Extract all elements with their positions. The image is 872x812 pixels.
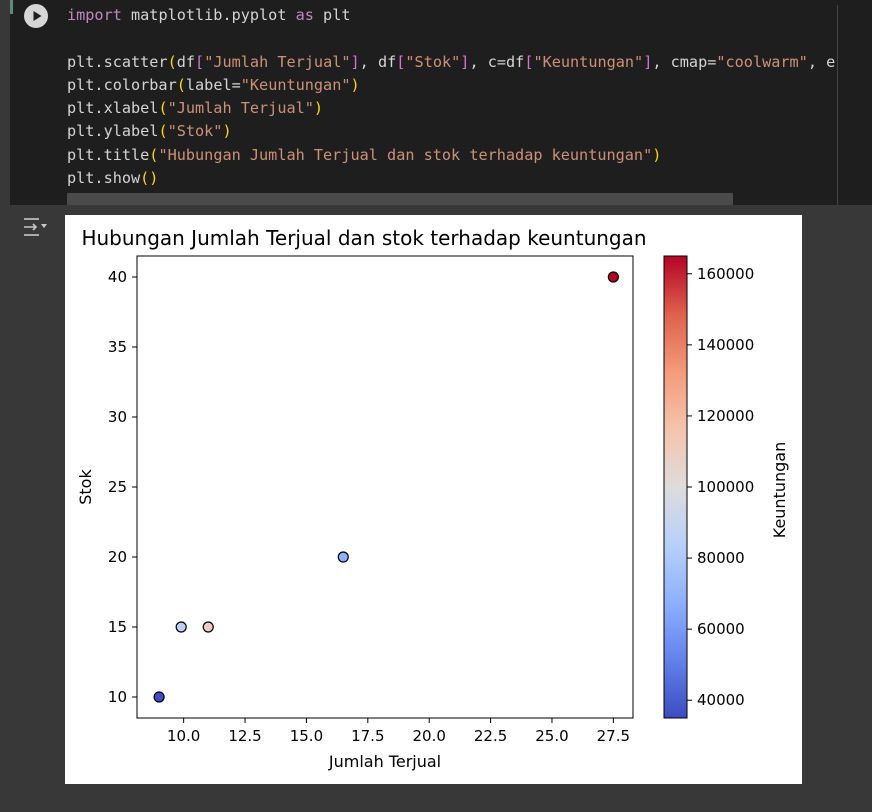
- colorbar-label: Keuntungan: [770, 442, 789, 538]
- code-token: (: [176, 75, 186, 94]
- colorbar-tick-label: 160000: [697, 265, 754, 283]
- x-tick-label: 27.5: [597, 727, 630, 745]
- code-token: , df: [359, 52, 397, 71]
- code-token: "Keuntungan": [533, 52, 644, 71]
- code-token: "Keuntungan": [240, 75, 351, 94]
- code-token: , c=df: [469, 52, 525, 71]
- code-token: matplotlib.pyplot: [121, 6, 296, 24]
- y-tick-label: 30: [108, 408, 127, 426]
- code-token: ): [313, 99, 324, 118]
- code-cell[interactable]: import matplotlib.pyplot as plt plt.scatt…: [10, 0, 872, 205]
- code-token: , e: [807, 52, 836, 71]
- x-tick-label: 25.0: [535, 727, 568, 745]
- colorbar: [663, 255, 688, 719]
- code-token: "Stok": [405, 52, 461, 71]
- code-token: (: [158, 122, 168, 141]
- code-token: ]: [350, 52, 360, 71]
- code-token: "coolwarm": [716, 52, 808, 71]
- code-horizontal-scrollbar[interactable]: [67, 193, 733, 205]
- run-cell-button[interactable]: [24, 4, 48, 28]
- code-line: plt.colorbar(label="Keuntungan"): [67, 74, 867, 97]
- x-axis: 10.0 12.5 15.0 17.5 20.0 22.5 25.0 27.5: [167, 718, 630, 745]
- output-toggle-icon[interactable]: [22, 214, 48, 240]
- scatter-point: [153, 691, 165, 703]
- code-token: ): [652, 145, 662, 164]
- chart-title: Hubungan Jumlah Terjual dan stok terhada…: [81, 226, 646, 250]
- x-axis-label: Jumlah Terjual: [328, 752, 441, 771]
- code-line: plt.ylabel("Stok"): [67, 120, 867, 143]
- code-line: import matplotlib.pyplot as plt: [67, 4, 867, 27]
- code-token: label=: [185, 75, 241, 94]
- code-token: df: [176, 52, 196, 71]
- code-token: import: [67, 6, 122, 24]
- code-token: ]: [460, 52, 470, 71]
- y-axis-label: Stok: [76, 469, 95, 505]
- code-token: plt.title: [67, 145, 150, 164]
- code-token: (: [158, 99, 168, 118]
- code-line: plt.scatter(df["Jumlah Terjual"], df["St…: [67, 51, 867, 74]
- scatter-points: [153, 271, 619, 703]
- y-tick-label: 40: [108, 268, 127, 286]
- scatter-point: [607, 271, 619, 283]
- code-token: , cmap=: [652, 52, 717, 71]
- cell-gutter-marker: [10, 0, 13, 14]
- colorbar-axis: 40000 60000 80000 100000 120000 140000 160000: [687, 265, 754, 709]
- code-token: plt: [313, 6, 351, 24]
- plot-area: [136, 255, 634, 719]
- code-line: plt.show(): [67, 167, 867, 190]
- code-token: ): [222, 122, 232, 141]
- code-line: plt.title("Hubungan Jumlah Terjual dan s…: [67, 144, 867, 167]
- y-tick-label: 25: [108, 478, 127, 496]
- code-token: plt.xlabel: [67, 99, 159, 118]
- colorbar-tick-label: 140000: [697, 336, 754, 354]
- y-tick-label: 35: [108, 338, 127, 356]
- scatter-point: [175, 621, 187, 633]
- code-token: plt.scatter: [67, 52, 168, 71]
- cell-divider: [837, 5, 838, 205]
- code-token: as: [295, 6, 314, 24]
- colorbar-tick-label: 100000: [697, 478, 754, 496]
- play-icon: [24, 4, 48, 28]
- y-tick-label: 20: [108, 548, 127, 566]
- x-tick-label: 22.5: [474, 727, 507, 745]
- code-token: "Hubungan Jumlah Terjual dan stok terhad…: [158, 145, 653, 164]
- code-token: ]: [643, 52, 653, 71]
- matplotlib-figure: Hubungan Jumlah Terjual dan stok terhada…: [65, 215, 802, 784]
- code-editor[interactable]: import matplotlib.pyplot as plt plt.scatt…: [67, 4, 867, 190]
- code-token: "Stok": [167, 122, 223, 141]
- code-token: [: [195, 52, 205, 71]
- colorbar-tick-label: 60000: [697, 620, 745, 638]
- code-token: plt.show: [67, 169, 141, 188]
- x-tick-label: 20.0: [412, 727, 445, 745]
- colorbar-tick-label: 80000: [697, 549, 745, 567]
- code-token: [: [396, 52, 406, 71]
- code-line: [67, 27, 867, 50]
- x-tick-label: 15.0: [290, 727, 323, 745]
- code-token: [: [524, 52, 534, 71]
- y-axis: 10 15 20 25 30 35 40: [108, 268, 137, 706]
- scatter-point: [337, 551, 349, 563]
- x-tick-label: 10.0: [167, 727, 200, 745]
- code-token: plt.colorbar: [67, 75, 177, 94]
- code-token: ): [350, 75, 360, 94]
- x-tick-label: 12.5: [228, 727, 261, 745]
- scatter-chart: Hubungan Jumlah Terjual dan stok terhada…: [76, 226, 789, 771]
- y-tick-label: 10: [108, 688, 127, 706]
- colorbar-tick-label: 40000: [697, 691, 745, 709]
- code-token: (: [149, 145, 159, 164]
- x-tick-label: 17.5: [351, 727, 384, 745]
- code-token: (): [140, 169, 159, 188]
- code-token: "Jumlah Terjual": [167, 99, 314, 118]
- code-line: plt.xlabel("Jumlah Terjual"): [67, 97, 867, 120]
- code-token: (: [167, 52, 177, 71]
- code-token: "Jumlah Terjual": [204, 52, 351, 71]
- y-tick-label: 15: [108, 618, 127, 636]
- code-token: plt.ylabel: [67, 122, 159, 141]
- colorbar-tick-label: 120000: [697, 407, 754, 425]
- scatter-point: [202, 621, 214, 633]
